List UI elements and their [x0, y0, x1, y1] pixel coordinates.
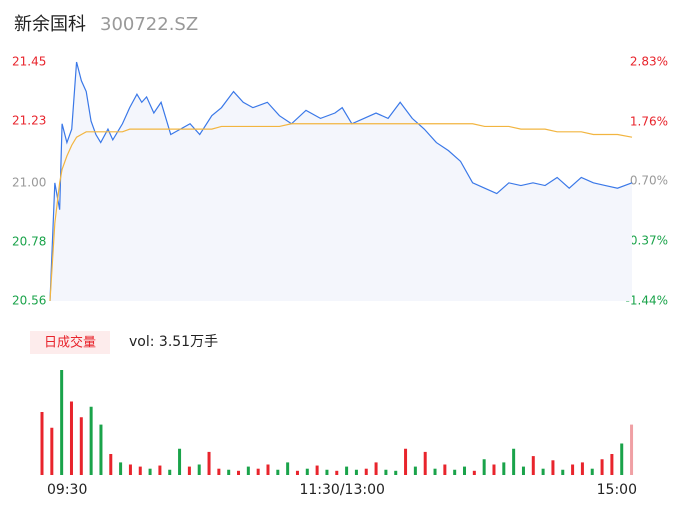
volume-bar [345, 466, 349, 475]
volume-bar [580, 462, 584, 475]
volume-bar [404, 448, 408, 475]
volume-bar [590, 468, 594, 475]
volume-bar [148, 468, 152, 475]
y2-tick-label: 0.70% [630, 174, 668, 188]
volume-bar [79, 417, 83, 475]
volume-bar [246, 466, 250, 475]
volume-bar [453, 469, 457, 475]
volume-bar [128, 464, 132, 475]
x-tick-label: 09:30 [47, 482, 87, 498]
y2-tick-label: 2.83% [630, 55, 668, 69]
volume-tag: 日成交量 [44, 335, 96, 351]
volume-bar [276, 469, 280, 475]
y-tick-label: 20.56 [12, 294, 46, 308]
volume-bar [325, 469, 329, 475]
volume-bar [413, 466, 417, 475]
volume-bar [502, 462, 506, 475]
volume-bar [610, 454, 614, 475]
volume-bar [620, 443, 624, 475]
volume-bar [364, 468, 368, 475]
y2-tick-label: -1.44% [626, 294, 668, 308]
volume-bar [40, 412, 44, 475]
volume-bar [561, 469, 565, 475]
volume-bar [50, 427, 54, 475]
volume-bar [354, 469, 358, 475]
volume-bar [305, 468, 309, 475]
volume-bar [423, 451, 427, 475]
stock-name: 新余国科 [14, 14, 86, 35]
volume-bar [335, 470, 339, 475]
y-tick-label: 21.45 [12, 55, 46, 69]
volume-bar [394, 470, 398, 475]
volume-bar [374, 462, 378, 475]
volume-bar [571, 464, 575, 475]
price-area [50, 62, 632, 301]
volume-bar [168, 469, 172, 475]
volume-bar [482, 459, 486, 475]
volume-bar [237, 470, 241, 475]
volume-total: vol: 3.51万手 [129, 334, 218, 350]
y-tick-label: 21.00 [12, 175, 46, 189]
volume-bar [315, 465, 319, 475]
volume-bar [295, 470, 299, 475]
x-tick-label: 11:30/13:00 [299, 482, 384, 498]
volume-bar [492, 464, 496, 475]
volume-bar [119, 462, 123, 475]
y-tick-label: 20.78 [12, 234, 46, 248]
volume-bar [158, 465, 162, 475]
price-line [49, 61, 633, 302]
volume-bar [531, 456, 535, 475]
volume-bar [266, 464, 270, 475]
stock-code: 300722.SZ [100, 14, 198, 35]
y2-tick-label: -0.37% [626, 234, 668, 248]
volume-bar [384, 469, 388, 475]
volume-bar [512, 448, 516, 475]
volume-bar [89, 406, 93, 475]
average-line [49, 123, 633, 302]
y2-tick-label: 1.76% [630, 114, 668, 128]
volume-bar [138, 466, 142, 475]
volume-bar [551, 460, 555, 475]
volume-bar [60, 370, 64, 475]
volume-bar [443, 464, 447, 475]
y-tick-label: 21.23 [12, 114, 46, 128]
volume-bar [69, 401, 73, 475]
volume-bar [541, 468, 545, 475]
volume-bar [600, 459, 604, 475]
volume-bar [286, 462, 290, 475]
volume-bar [227, 469, 231, 475]
volume-bar [217, 468, 221, 475]
x-tick-label: 15:00 [597, 482, 637, 498]
volume-bar [521, 466, 525, 475]
volume-bar [207, 451, 211, 475]
volume-bar [433, 468, 437, 475]
volume-tag-bg [30, 331, 110, 354]
volume-bar [187, 466, 191, 475]
volume-bar [99, 424, 103, 475]
volume-bar [463, 466, 467, 475]
volume-bar [630, 424, 634, 475]
volume-bar [256, 468, 260, 475]
volume-bar [178, 448, 182, 475]
volume-bar [197, 464, 201, 475]
volume-bar [109, 454, 113, 475]
volume-bar [472, 470, 476, 475]
